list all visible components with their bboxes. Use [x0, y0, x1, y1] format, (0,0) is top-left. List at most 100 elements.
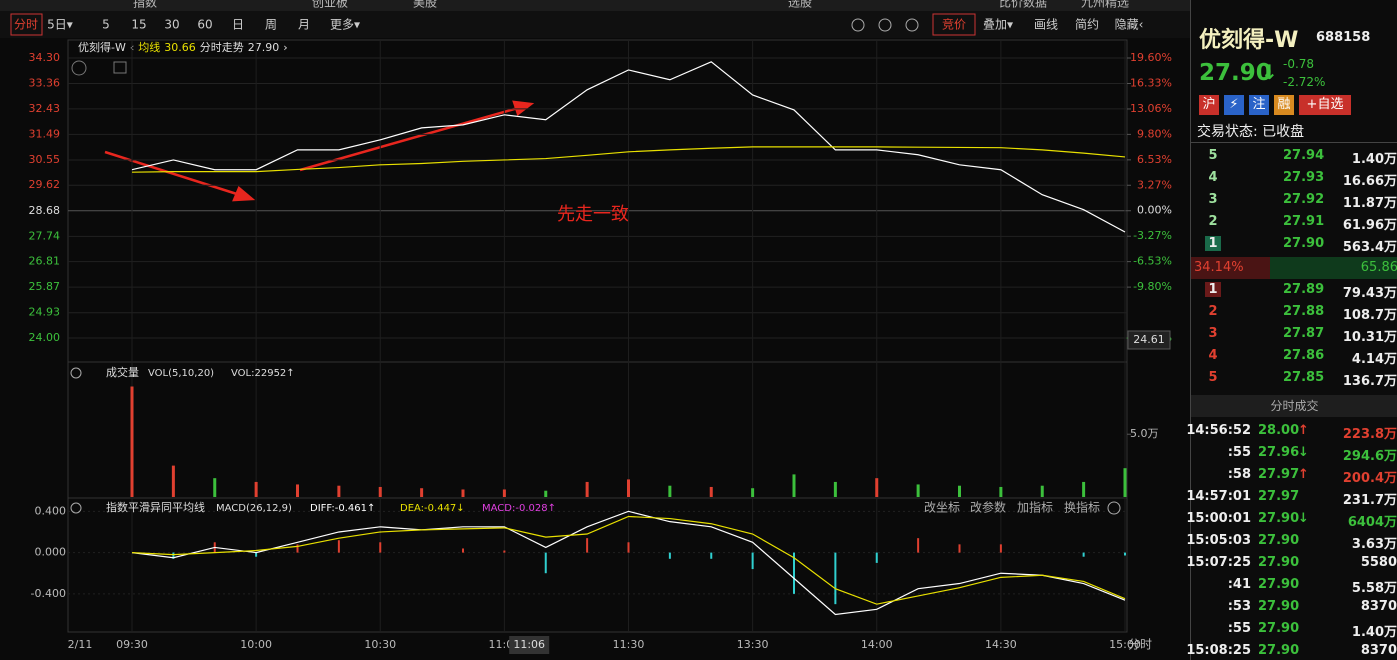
x-tick-label: 15:00: [1109, 638, 1141, 651]
legend-close: ›: [283, 41, 287, 54]
expand-icon[interactable]: [113, 61, 127, 74]
tool-button[interactable]: 叠加▾: [983, 18, 1013, 32]
close-icon[interactable]: [1107, 501, 1121, 515]
volume-bar: [130, 386, 134, 497]
tool-button[interactable]: 简约: [1075, 17, 1099, 32]
tool-button[interactable]: 竞价: [942, 18, 966, 32]
x-tick-label: 09:30: [116, 638, 148, 651]
badge[interactable]: 沪: [1199, 95, 1219, 115]
level-price: 27.85: [1283, 370, 1325, 385]
x-tick-label: 10:30: [364, 638, 396, 651]
tool-icon[interactable]: [905, 18, 919, 32]
period-button[interactable]: 5日▾: [47, 18, 73, 32]
tab[interactable]: 创业板: [312, 0, 348, 10]
level: 4: [1208, 170, 1218, 185]
annotation: 先走一致: [557, 204, 629, 225]
level: 4: [1208, 348, 1218, 363]
trade-time: :53: [1227, 599, 1251, 614]
tool-button[interactable]: 画线: [1034, 18, 1058, 32]
x-tick-label: 13:30: [737, 638, 769, 651]
period-button[interactable]: 60: [197, 18, 212, 32]
level-price: 27.89: [1283, 282, 1325, 297]
badge[interactable]: 融: [1274, 95, 1294, 115]
period-button[interactable]: 周: [265, 18, 277, 32]
y-tick-label: 26.81: [29, 255, 61, 268]
level: 1: [1205, 282, 1221, 297]
level-volume: 136.7万: [1342, 374, 1397, 389]
tool-button[interactable]: 隐藏‹: [1115, 18, 1144, 32]
trade-volume: 8370: [1360, 599, 1397, 614]
y-tick-label: 32.43: [29, 102, 61, 115]
volume-bar: [461, 489, 465, 497]
level-price: 27.91: [1283, 214, 1325, 229]
period-button[interactable]: 更多▾: [330, 18, 360, 32]
trade-volume: 6404万: [1347, 515, 1397, 530]
level: 3: [1208, 326, 1218, 341]
volume-bar: [958, 485, 961, 497]
panel-indicator: MACD(26,12,9): [216, 503, 292, 514]
y-tick-label: 25.87: [29, 280, 61, 293]
period-button[interactable]: 分时: [14, 18, 38, 32]
tab[interactable]: 九州精选: [1081, 0, 1129, 10]
tool-icon[interactable]: [851, 18, 865, 32]
volume-bar: [502, 489, 506, 497]
trade-volume: 231.7万: [1342, 493, 1397, 508]
y2-tick-label: -6.53%: [1133, 255, 1172, 268]
trade-arrow: ↓: [1298, 511, 1309, 526]
y-tick-label: 5.0万: [1130, 427, 1159, 440]
tab[interactable]: 比价数据: [999, 0, 1047, 10]
tab[interactable]: 选股: [788, 0, 812, 10]
level: 3: [1208, 192, 1218, 207]
trade-price: 27.90: [1258, 555, 1300, 570]
level-volume: 61.96万: [1342, 218, 1397, 233]
period-button[interactable]: 5: [102, 18, 110, 32]
cursor-value: 24.61: [1133, 333, 1165, 346]
arrow-head: [512, 100, 535, 117]
trade-volume: 223.8万: [1342, 427, 1397, 442]
cursor-time: 11:06: [513, 638, 545, 651]
volume-bar: [1123, 468, 1127, 497]
trade-price: 27.90: [1258, 533, 1300, 548]
y-tick-label: 34.30: [29, 51, 61, 64]
y2-tick-label: 16.33%: [1130, 76, 1172, 89]
change: -0.78: [1283, 57, 1315, 71]
x-unit: 分时: [1128, 638, 1152, 652]
active-tab: [10, 13, 43, 36]
ratio-sell: 65.86: [1270, 257, 1397, 279]
price-arrow: ↓: [1261, 60, 1278, 84]
close-icon[interactable]: [71, 60, 87, 76]
period-button[interactable]: 月: [298, 18, 310, 32]
tab[interactable]: 美股: [413, 0, 437, 10]
tool-icon[interactable]: [878, 18, 892, 32]
indicator-button[interactable]: 改坐标: [924, 501, 960, 515]
period-button[interactable]: 30: [164, 18, 179, 32]
level-volume: 108.7万: [1342, 308, 1397, 323]
trade-time: :55: [1227, 445, 1251, 460]
quote-panel: 优刻得-W 688158 27.90 ↓ -0.78 -2.72% 沪 ⚡ 注融 +自选 交易状态:…: [1186, 0, 1397, 660]
y-tick-label: 28.68: [29, 204, 61, 217]
tab[interactable]: 指数: [133, 0, 157, 10]
help-icon[interactable]: [70, 502, 82, 514]
badge[interactable]: 注: [1249, 95, 1269, 115]
indicator-button[interactable]: 改参数: [970, 500, 1006, 515]
volume-bar: [833, 481, 837, 497]
trade-volume: 3.63万: [1351, 537, 1397, 552]
diff-label: DIFF:-0.461↑: [310, 503, 375, 514]
trade-time: :58: [1227, 467, 1251, 482]
period-button[interactable]: 15: [131, 18, 146, 32]
period-button[interactable]: 日: [232, 18, 244, 32]
indicator-button[interactable]: 换指标: [1064, 500, 1100, 515]
panel-title: 指数平滑异同平均线: [106, 500, 205, 514]
help-icon[interactable]: [70, 367, 82, 379]
level-price: 27.88: [1283, 304, 1325, 319]
badge[interactable]: ⚡: [1224, 95, 1244, 115]
cursor-time-box: [509, 636, 550, 654]
level-volume: 16.66万: [1342, 174, 1397, 189]
watch-button[interactable]: +自选: [1299, 95, 1351, 115]
trades-header: 分时成交: [1191, 395, 1397, 417]
volume-bar: [254, 481, 258, 497]
stock-name: 优刻得-W: [1199, 28, 1299, 53]
indicator-button[interactable]: 加指标: [1017, 500, 1053, 515]
